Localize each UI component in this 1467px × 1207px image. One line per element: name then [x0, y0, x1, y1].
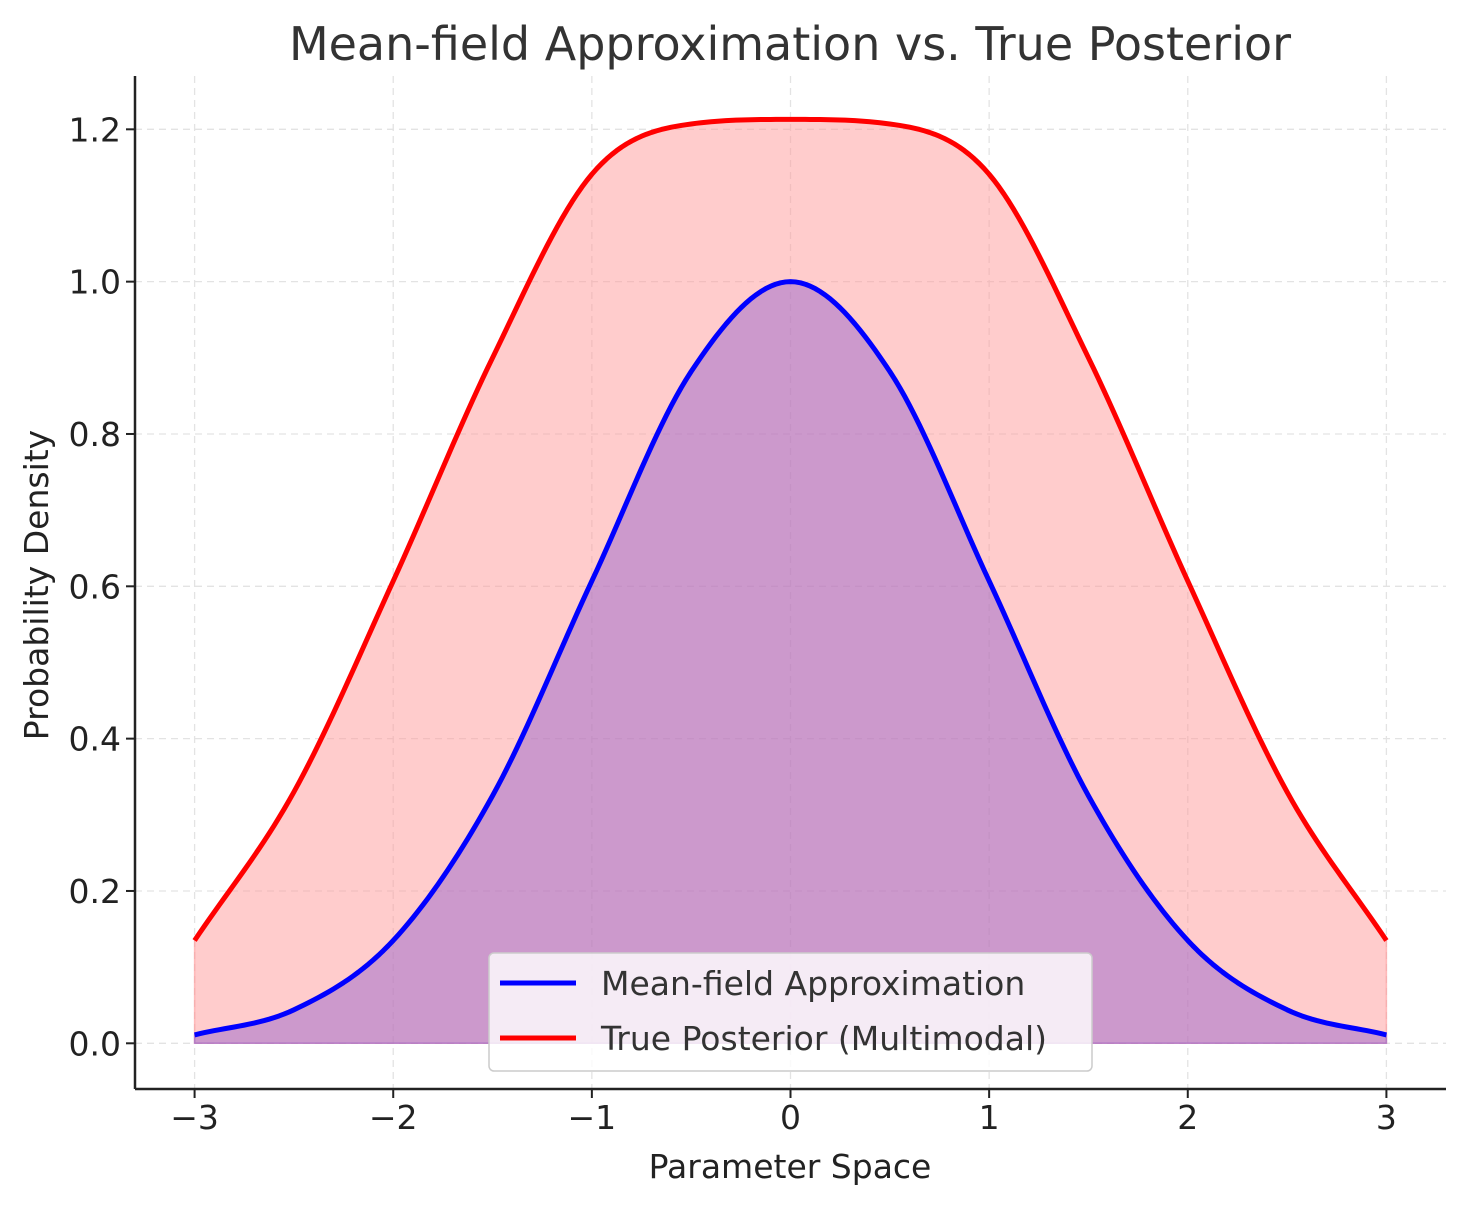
y-tick-label: 0.6 — [69, 567, 121, 606]
x-tick-label: 1 — [979, 1098, 1000, 1137]
chart-title: Mean-field Approximation vs. True Poster… — [289, 17, 1291, 71]
y-tick-label: 0.2 — [69, 872, 121, 911]
legend-label: Mean-field Approximation — [601, 964, 1025, 1003]
x-tick-label: −2 — [369, 1098, 418, 1137]
x-axis-label: Parameter Space — [649, 1147, 932, 1186]
x-tick-label: 3 — [1376, 1098, 1397, 1137]
legend-label: True Posterior (Multimodal) — [600, 1019, 1047, 1058]
y-tick-label: 0.4 — [69, 720, 121, 759]
series-lines — [192, 116, 1389, 1038]
y-tick-label: 1.0 — [69, 263, 121, 302]
y-tick-label: 0.8 — [69, 415, 121, 454]
y-axis-label: Probability Density — [17, 430, 56, 740]
x-tick-label: 0 — [780, 1098, 801, 1137]
series-line-1 — [192, 116, 1389, 942]
x-tick-label: −3 — [170, 1098, 219, 1137]
y-tick-label: 0.0 — [69, 1024, 121, 1063]
series-line-0 — [194, 279, 1387, 1038]
x-tick-label: 2 — [1177, 1098, 1198, 1137]
y-tick-label: 1.2 — [69, 110, 121, 149]
x-tick-label: −1 — [568, 1098, 617, 1137]
axes: −3 −2 −1 0 1 2 3 0.0 0.2 0.4 0.6 0.8 1.0 1.2 — [69, 76, 1446, 1137]
legend-box — [488, 952, 1093, 1072]
fills — [193, 118, 1388, 1045]
legend: Mean-field Approximation True Posterior (… — [488, 952, 1093, 1072]
